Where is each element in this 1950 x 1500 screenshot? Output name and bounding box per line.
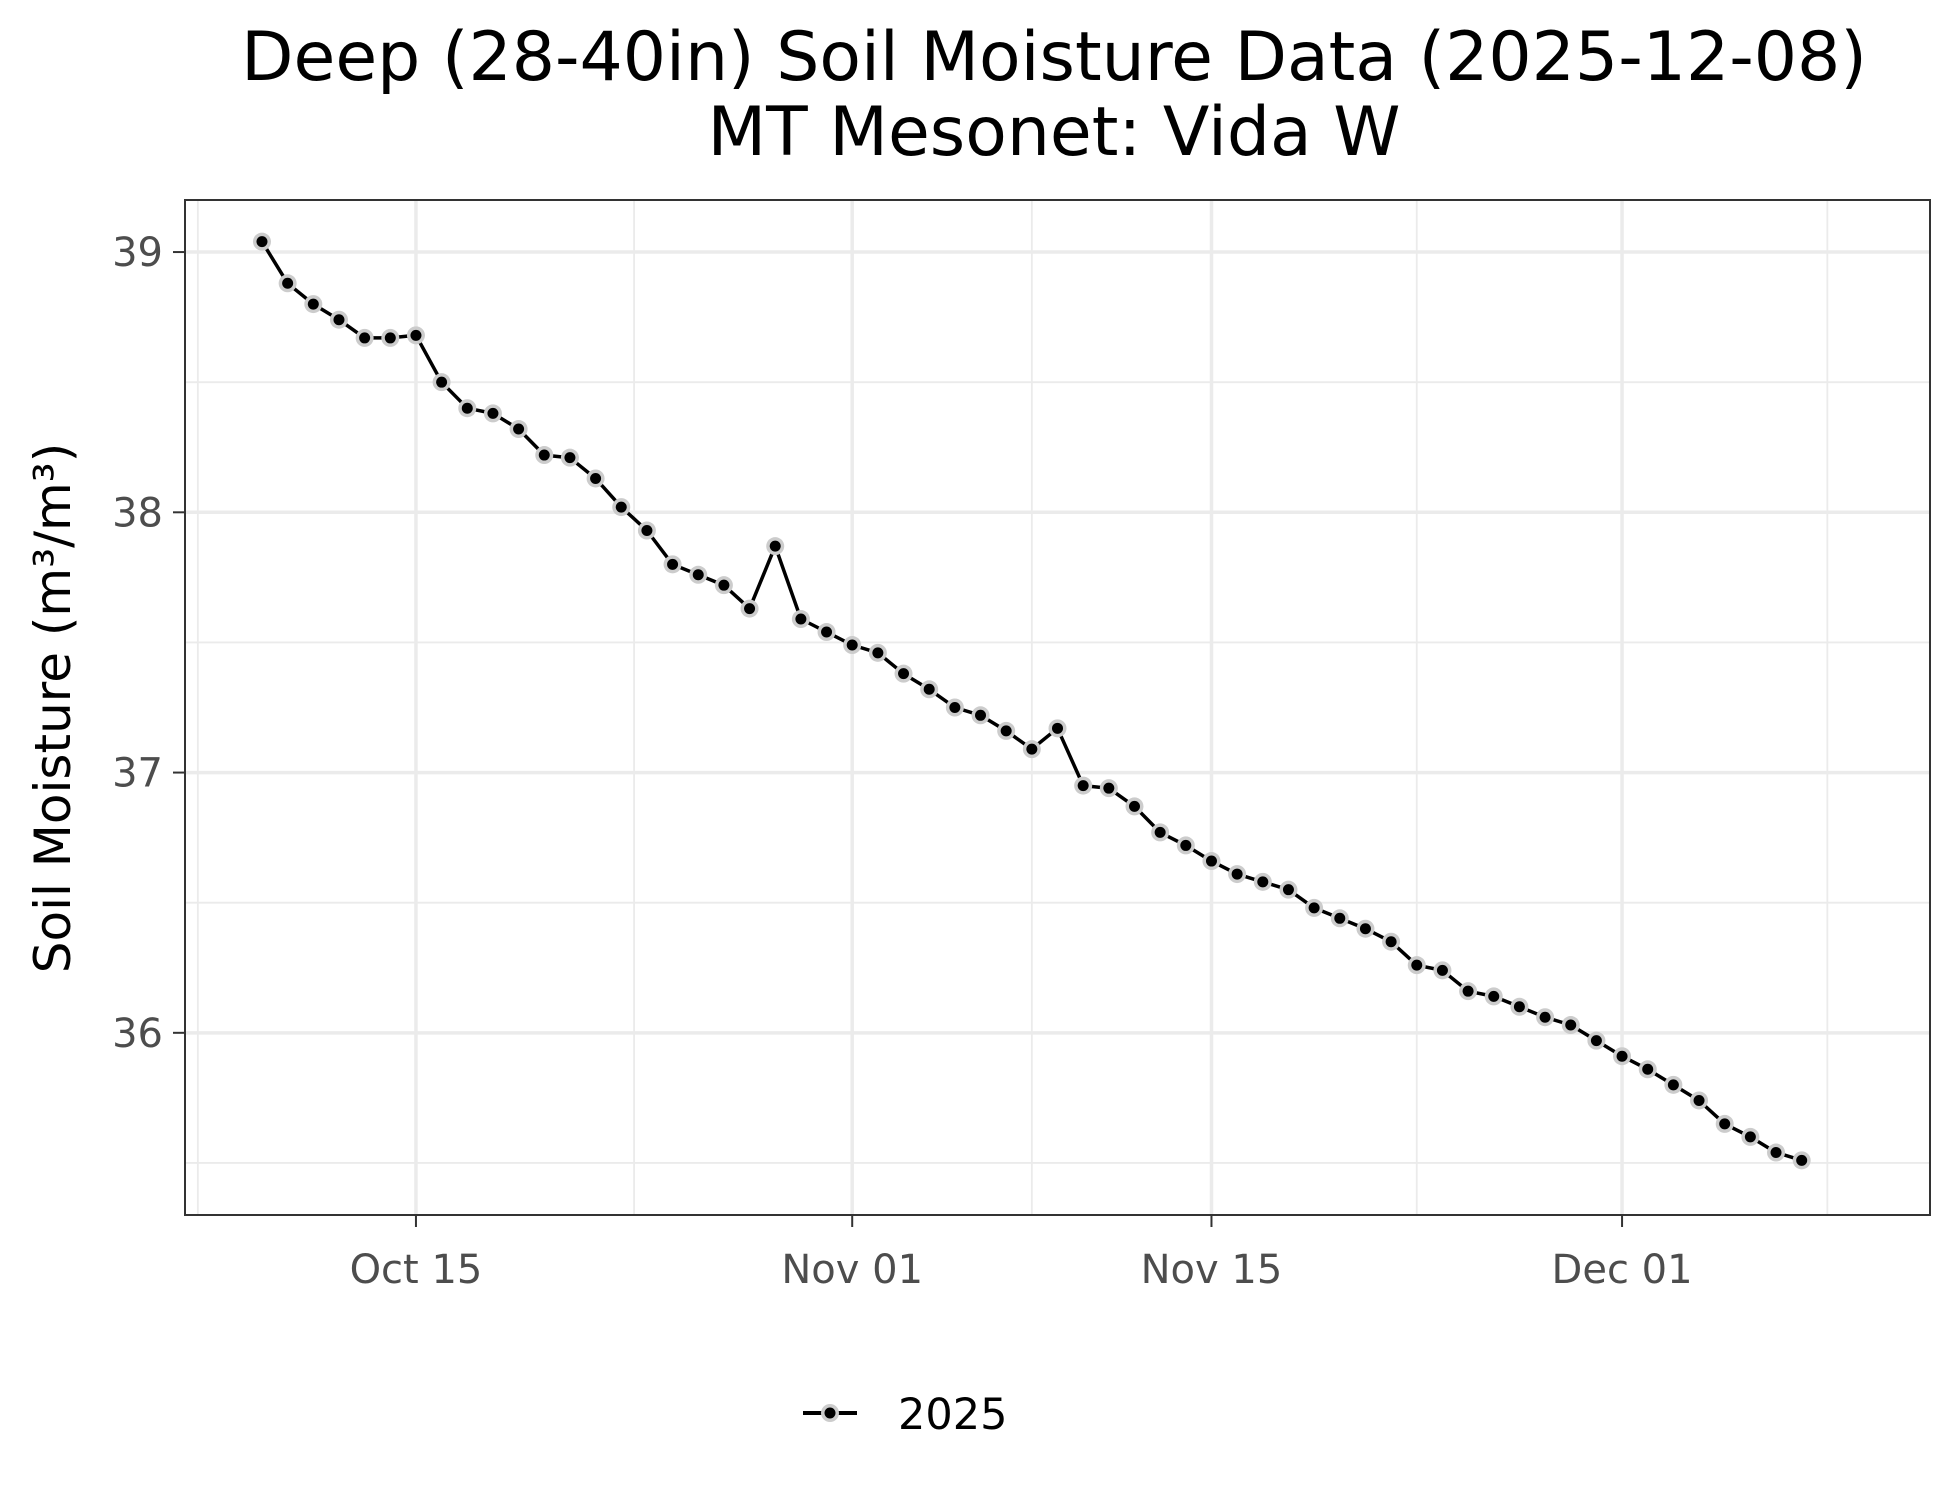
x-tick-label: Dec 01 xyxy=(1552,1247,1693,1293)
data-point xyxy=(590,472,602,484)
data-point xyxy=(487,407,499,419)
data-point xyxy=(744,603,756,615)
data-point xyxy=(1667,1079,1679,1091)
data-point xyxy=(795,613,807,625)
data-point xyxy=(872,647,884,659)
y-tick-label: 37 xyxy=(112,751,163,797)
data-point xyxy=(1796,1154,1808,1166)
y-tick-label: 39 xyxy=(112,230,163,276)
data-point xyxy=(1488,990,1500,1002)
data-point xyxy=(1719,1118,1731,1130)
data-point xyxy=(718,579,730,591)
x-tick-label: Oct 15 xyxy=(350,1247,483,1293)
data-point xyxy=(1154,826,1166,838)
data-point xyxy=(1103,782,1115,794)
data-point xyxy=(949,702,961,713)
chart-title: Deep (28-40in) Soil Moisture Data (2025-… xyxy=(241,18,1867,97)
data-point xyxy=(1359,923,1371,935)
axis-ticks xyxy=(173,251,1624,1227)
data-point xyxy=(1000,725,1012,737)
data-point xyxy=(1077,780,1089,792)
data-point xyxy=(256,236,268,248)
data-point xyxy=(1128,800,1140,812)
data-point xyxy=(1565,1019,1577,1031)
data-point xyxy=(1180,839,1192,851)
data-point xyxy=(1308,902,1320,914)
data-point xyxy=(1616,1050,1628,1062)
data-point xyxy=(359,332,371,344)
minor-gridlines xyxy=(185,200,1930,1215)
data-point xyxy=(436,376,448,388)
data-point xyxy=(975,709,987,721)
data-point xyxy=(667,558,679,570)
y-axis-title: Soil Moisture (m³/m³) xyxy=(24,443,82,973)
data-point xyxy=(461,402,473,414)
data-point xyxy=(1462,985,1474,997)
data-point xyxy=(1513,1001,1525,1013)
data-point xyxy=(1052,722,1063,734)
x-tick-label: Nov 15 xyxy=(1141,1247,1283,1293)
legend-point xyxy=(824,1407,836,1419)
legend: 2025 xyxy=(803,1390,1007,1440)
data-point xyxy=(898,668,910,680)
data-point xyxy=(615,501,627,513)
x-tick-labels: Oct 15 Nov 01 Nov 15 Dec 01 xyxy=(350,1247,1693,1293)
data-point xyxy=(1411,959,1423,971)
y-tick-label: 36 xyxy=(112,1011,163,1057)
data-point xyxy=(307,298,319,310)
data-point xyxy=(282,277,294,289)
data-point xyxy=(1436,964,1448,976)
data-point xyxy=(1590,1035,1602,1047)
data-point xyxy=(1231,868,1243,880)
data-point xyxy=(1539,1011,1551,1023)
series-points-group xyxy=(252,232,1811,1170)
data-point xyxy=(1693,1094,1705,1106)
data-point xyxy=(1205,855,1217,867)
plot-panel-border xyxy=(184,199,1931,1216)
data-point xyxy=(333,314,345,326)
data-point xyxy=(1385,936,1397,948)
plot-panel xyxy=(185,200,1930,1215)
y-tick-label: 38 xyxy=(112,490,163,536)
y-tick-labels: 36 37 38 39 xyxy=(112,230,163,1057)
data-point xyxy=(1770,1147,1782,1159)
legend-label: 2025 xyxy=(898,1390,1007,1440)
data-point xyxy=(1282,884,1294,896)
major-gridlines xyxy=(185,200,1930,1215)
data-point xyxy=(769,540,781,552)
data-point xyxy=(1334,912,1346,924)
data-point xyxy=(410,329,422,341)
data-point xyxy=(923,683,935,695)
data-point xyxy=(692,569,704,581)
data-point xyxy=(821,626,833,638)
x-tick-label: Nov 01 xyxy=(781,1247,923,1293)
data-point xyxy=(384,332,396,344)
data-point xyxy=(1642,1063,1654,1075)
data-point xyxy=(641,525,653,537)
data-point xyxy=(1744,1131,1756,1143)
data-point xyxy=(846,639,858,651)
data-point xyxy=(538,449,550,461)
data-point xyxy=(1026,743,1038,755)
data-point xyxy=(564,452,576,464)
data-point xyxy=(1257,876,1269,888)
data-point xyxy=(513,423,525,435)
chart-subtitle: MT Mesonet: Vida W xyxy=(707,93,1400,172)
